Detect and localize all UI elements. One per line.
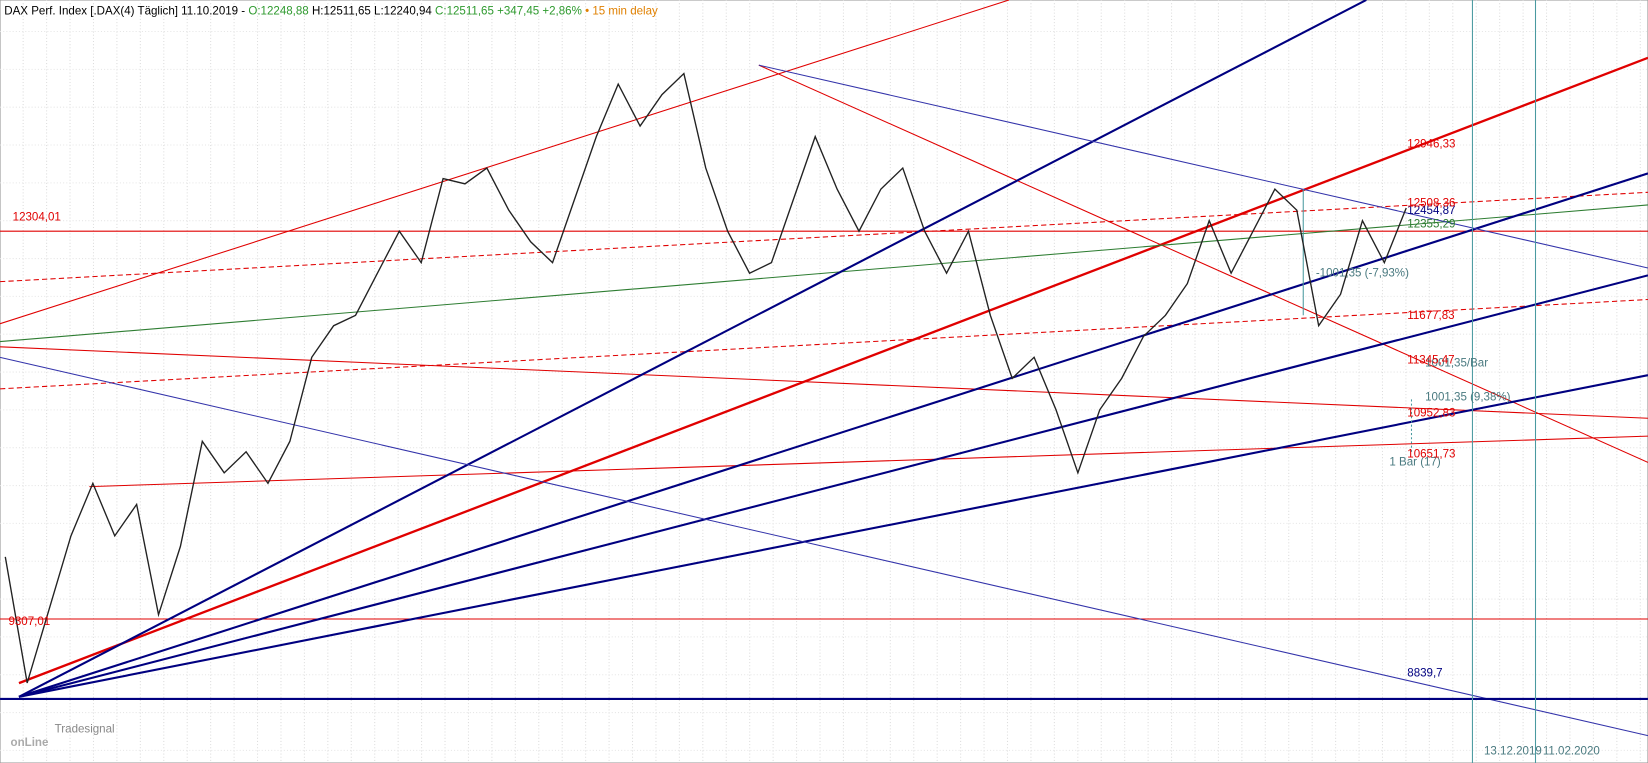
- level-label: 12355,29: [1407, 218, 1455, 230]
- measure-bars: 1 Bar (17): [1389, 456, 1440, 468]
- header-close: C:12511,65 +347,45 +2,86%: [435, 6, 582, 18]
- x-label: 13.12.2019: [1484, 745, 1542, 757]
- level-label: 8839,7: [1407, 668, 1442, 680]
- level-label: 12304,01: [13, 212, 61, 224]
- measure-change: -1001,35 (-7,93%): [1316, 267, 1409, 279]
- header-low: L:12240,94: [374, 6, 432, 18]
- level-label: 9307,01: [8, 616, 50, 628]
- header-delay: • 15 min delay: [585, 6, 658, 18]
- logo-big: onLine: [11, 737, 49, 749]
- level-label: 10952,83: [1407, 408, 1455, 420]
- measure-per-bar: 1001,35/Bar: [1425, 358, 1488, 370]
- level-label: 10651,73: [1407, 448, 1455, 460]
- header: DAX Perf. Index [.DAX(4) Täglich] 11.10.…: [4, 6, 658, 18]
- level-label: 11677,83: [1407, 310, 1454, 322]
- x-label: 11.02.2020: [1543, 745, 1600, 757]
- level-label: 12454,87: [1407, 205, 1455, 217]
- measure-change2: 1001,35 (9,38%): [1425, 391, 1511, 403]
- header-high: H:12511,65: [312, 6, 371, 18]
- level-label: 12508,36: [1407, 198, 1455, 210]
- logo-small: Tradesignal: [55, 723, 115, 735]
- level-label: 12946,33: [1407, 139, 1455, 151]
- level-label: 11345,47: [1407, 355, 1454, 367]
- header-title: DAX Perf. Index [.DAX(4) Täglich] 11.10.…: [4, 6, 245, 18]
- header-open: O:12248,88: [248, 6, 308, 18]
- price-line: [4, 72, 1407, 684]
